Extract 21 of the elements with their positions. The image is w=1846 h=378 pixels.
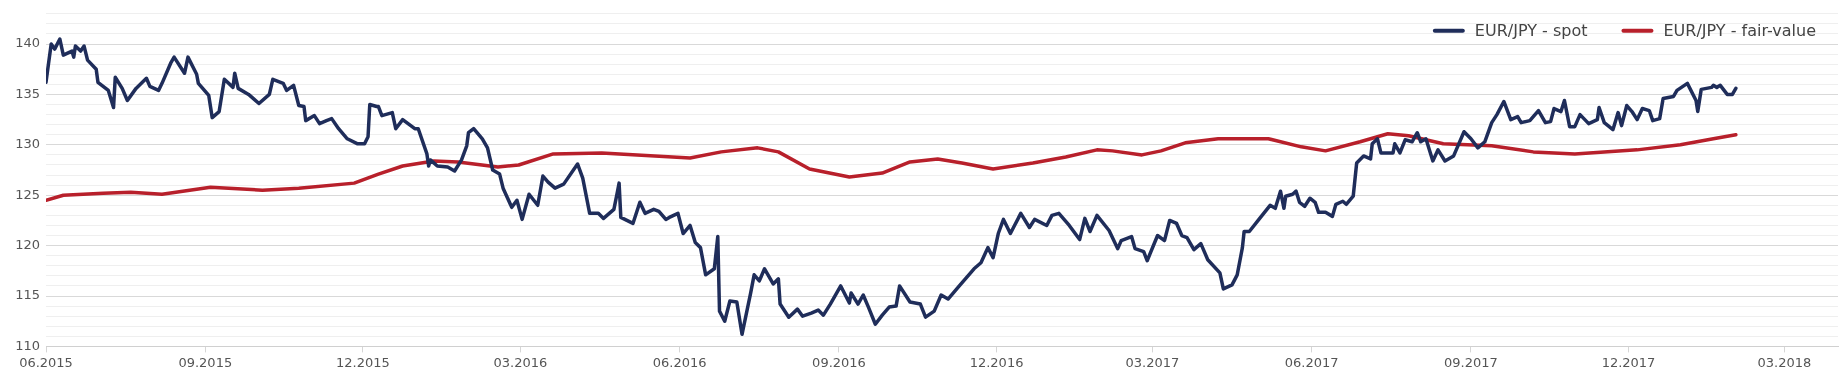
x-tick-label: 12.2016 xyxy=(969,354,1024,370)
x-tick-label: 06.2016 xyxy=(652,354,707,370)
x-tick-label: 09.2015 xyxy=(178,354,233,370)
legend-label: EUR/JPY - spot xyxy=(1474,20,1588,40)
y-tick-label: 125 xyxy=(15,186,40,202)
y-tick-label: 130 xyxy=(15,136,40,152)
legend-label: EUR/JPY - fair-value xyxy=(1663,20,1816,40)
x-tick-label: 09.2016 xyxy=(812,354,866,370)
x-tick-label: 06.2015 xyxy=(19,354,73,370)
x-tick-label: 12.2017 xyxy=(1601,354,1656,370)
x-tick-label: 03.2017 xyxy=(1125,354,1180,370)
x-tick-label: 03.2016 xyxy=(493,354,548,370)
y-tick-label: 120 xyxy=(15,236,40,252)
x-tick-label: 06.2017 xyxy=(1284,354,1339,370)
x-tick-label: 03.2018 xyxy=(1757,354,1812,370)
y-tick-label: 115 xyxy=(15,287,40,303)
y-tick-label: 110 xyxy=(15,337,40,353)
y-tick-label: 135 xyxy=(15,85,40,101)
x-tick-label: 09.2017 xyxy=(1444,354,1498,370)
x-tick-label: 12.2015 xyxy=(335,354,390,370)
y-tick-label: 140 xyxy=(15,35,40,51)
